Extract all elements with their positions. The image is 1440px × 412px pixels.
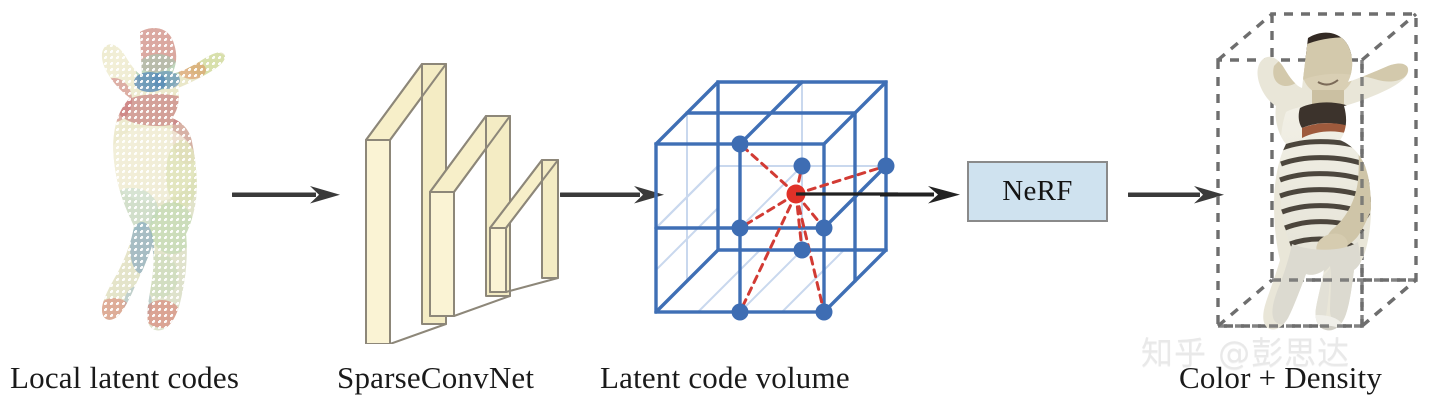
latent-node — [731, 303, 749, 321]
arrow-pointcloud-to-convnet — [232, 186, 340, 204]
caption-latent-code-volume: Latent code volume — [600, 360, 850, 395]
conv-layer-3 — [489, 159, 559, 293]
zhihu-watermark: 知乎 @彭思达 — [1141, 334, 1351, 372]
cube-edges — [654, 80, 888, 314]
sparse-conv-net-layers — [365, 63, 559, 344]
rendered-output-svg — [1216, 12, 1418, 331]
nerf-label: NeRF — [1002, 175, 1073, 207]
arrow-volume-to-nerf — [880, 186, 960, 204]
latent-node — [877, 157, 895, 175]
rendered-person — [1257, 32, 1409, 331]
caption-sparse-conv-net: SparseConvNet — [337, 360, 535, 395]
latent-node — [731, 135, 749, 153]
arrow-convnet-to-volume — [560, 186, 664, 204]
latent-node — [731, 219, 749, 237]
arrow-nerf-to-output — [1128, 186, 1224, 204]
latent-node — [815, 303, 833, 321]
point-cloud-figure — [62, 14, 244, 334]
nerf-module-box[interactable]: NeRF — [967, 161, 1108, 222]
caption-local-latent-codes: Local latent codes — [10, 360, 240, 395]
latent-node — [793, 241, 811, 259]
latent-node — [815, 219, 833, 237]
caption-color-density: Color + Density — [1179, 360, 1383, 395]
point-cloud-svg — [101, 28, 226, 331]
latent-code-nodes — [731, 135, 895, 321]
latent-node — [793, 157, 811, 175]
latent-code-volume-cube — [654, 80, 898, 321]
dashed-bounding-box-front — [1218, 60, 1418, 328]
rendered-output-figure — [1212, 8, 1428, 338]
